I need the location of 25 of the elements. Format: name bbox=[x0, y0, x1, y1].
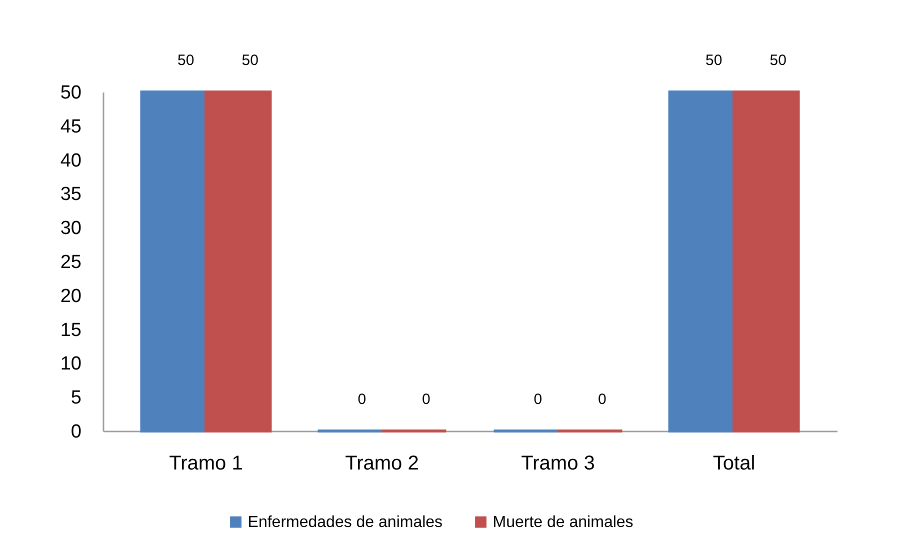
x-tick-label: Tramo 2 bbox=[345, 452, 419, 474]
y-tick-label: 20 bbox=[60, 286, 82, 307]
y-tick-label: 50 bbox=[60, 82, 82, 104]
y-tick-label: 35 bbox=[60, 184, 82, 206]
y-tick-label: 10 bbox=[60, 354, 82, 375]
y-tick-label: 5 bbox=[70, 388, 82, 409]
legend-label: Enfermedades de animales bbox=[248, 514, 443, 532]
data-label: 50 bbox=[242, 52, 258, 69]
data-label: 0 bbox=[358, 391, 366, 408]
y-tick-label: 0 bbox=[70, 422, 82, 442]
data-label: 0 bbox=[598, 391, 606, 408]
y-tick-label: 45 bbox=[60, 116, 82, 138]
y-tick-label: 15 bbox=[60, 320, 82, 341]
y-tick-label: 40 bbox=[60, 150, 82, 172]
y-tick-label: 25 bbox=[60, 252, 82, 273]
data-label: 50 bbox=[770, 52, 786, 69]
x-tick-label: Tramo 3 bbox=[521, 452, 595, 474]
data-label: 50 bbox=[706, 52, 722, 69]
data-label: 0 bbox=[534, 391, 542, 408]
y-tick-label: 30 bbox=[60, 218, 82, 240]
x-tick-label: Tramo 1 bbox=[169, 452, 243, 474]
legend-label: Muerte de animales bbox=[492, 514, 634, 532]
data-label: 0 bbox=[422, 391, 430, 408]
data-label: 50 bbox=[178, 52, 194, 69]
x-tick-label: Total bbox=[712, 452, 756, 474]
